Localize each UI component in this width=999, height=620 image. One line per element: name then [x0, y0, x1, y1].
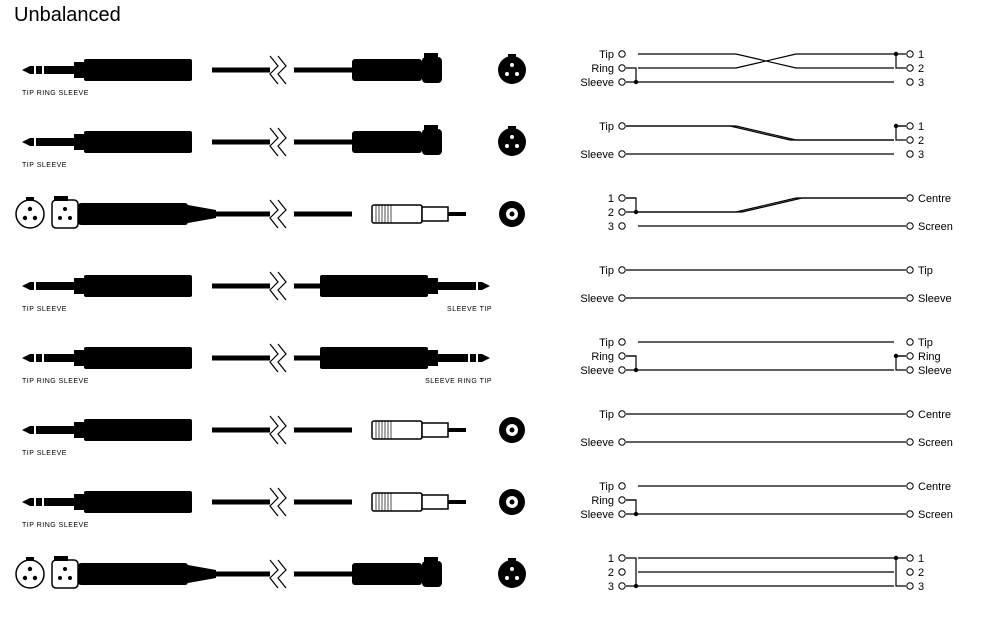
svg-text:Centre: Centre	[918, 193, 951, 205]
cable-illustration: TIP RING SLEEVE	[12, 44, 552, 116]
svg-text:3: 3	[918, 77, 924, 89]
svg-text:Sleeve: Sleeve	[580, 293, 614, 305]
svg-text:Tip: Tip	[599, 409, 614, 421]
svg-text:Ring: Ring	[591, 351, 614, 363]
page-title: Unbalanced	[14, 4, 121, 27]
svg-text:Sleeve: Sleeve	[580, 509, 614, 521]
cable-row: TIP SLEEVE Tip 1 2 Sleeve 3	[0, 116, 999, 188]
wiring-diagram: Tip Tip Ring Ring Sleeve Sleeve	[560, 332, 990, 404]
svg-text:Tip: Tip	[918, 337, 933, 349]
svg-text:Screen: Screen	[918, 509, 953, 521]
wiring-diagram: Tip 1 2 Sleeve 3	[560, 116, 990, 188]
svg-text:1: 1	[918, 49, 924, 61]
cable-illustration	[12, 548, 552, 620]
svg-text:Tip: Tip	[599, 337, 614, 349]
svg-text:Sleeve: Sleeve	[580, 149, 614, 161]
svg-text:Ring: Ring	[918, 351, 941, 363]
left-pin-labels: TIP SLEEVE	[22, 162, 67, 169]
svg-text:Tip: Tip	[599, 265, 614, 277]
svg-text:1: 1	[918, 121, 924, 133]
svg-text:Tip: Tip	[599, 481, 614, 493]
svg-text:3: 3	[918, 581, 924, 593]
svg-text:Tip: Tip	[599, 121, 614, 133]
cable-row: 1 1 2 2 3 3	[0, 548, 999, 620]
wiring-diagram: Tip 1 Ring 2 Sleeve 3	[560, 44, 990, 116]
cable-row: 1 Centre 2 3 Screen	[0, 188, 999, 260]
cable-illustration: TIP RING SLEEVE SLEEVE RING TIP	[12, 332, 552, 404]
svg-text:2: 2	[608, 567, 614, 579]
cable-illustration: TIP SLEEVE SLEEVE TIP	[12, 260, 552, 332]
wiring-diagram: Tip Tip Sleeve Sleeve	[560, 260, 990, 332]
left-pin-labels: TIP RING SLEEVE	[22, 378, 89, 385]
cable-row: TIP RING SLEEVE Tip Centre Ring Sleeve Screen	[0, 476, 999, 548]
cable-row: TIP SLEEVE Tip Centre Sleeve Screen	[0, 404, 999, 476]
cable-illustration: TIP SLEEVE	[12, 404, 552, 476]
cable-row: TIP RING SLEEVE SLEEVE RING TIP Tip Tip Ring…	[0, 332, 999, 404]
cable-row: TIP RING SLEEVE Tip 1 Ring 2 Sleeve 3	[0, 44, 999, 116]
svg-text:1: 1	[608, 193, 614, 205]
svg-text:Screen: Screen	[918, 437, 953, 449]
svg-text:Tip: Tip	[918, 265, 933, 277]
svg-text:Tip: Tip	[599, 49, 614, 61]
left-pin-labels: TIP RING SLEEVE	[22, 90, 89, 97]
svg-text:Centre: Centre	[918, 409, 951, 421]
left-pin-labels: TIP SLEEVE	[22, 450, 67, 457]
wiring-diagram: 1 Centre 2 3 Screen	[560, 188, 990, 260]
cable-illustration: TIP SLEEVE	[12, 116, 552, 188]
svg-text:Sleeve: Sleeve	[580, 77, 614, 89]
svg-text:3: 3	[608, 221, 614, 233]
svg-text:1: 1	[608, 553, 614, 565]
right-pin-labels: SLEEVE RING TIP	[425, 378, 492, 385]
svg-text:Sleeve: Sleeve	[918, 365, 952, 377]
svg-text:1: 1	[918, 553, 924, 565]
right-pin-labels: SLEEVE TIP	[447, 306, 492, 313]
wiring-diagram: 1 1 2 2 3 3	[560, 548, 990, 620]
left-pin-labels: TIP SLEEVE	[22, 306, 67, 313]
svg-text:3: 3	[608, 581, 614, 593]
wiring-diagram: Tip Centre Sleeve Screen	[560, 404, 990, 476]
cable-row: TIP SLEEVE SLEEVE TIP Tip Tip Sleeve Sleeve	[0, 260, 999, 332]
cable-illustration: TIP RING SLEEVE	[12, 476, 552, 548]
cable-illustration	[12, 188, 552, 260]
svg-text:Screen: Screen	[918, 221, 953, 233]
svg-text:Sleeve: Sleeve	[580, 437, 614, 449]
left-pin-labels: TIP RING SLEEVE	[22, 522, 89, 529]
svg-text:Ring: Ring	[591, 63, 614, 75]
svg-text:Ring: Ring	[591, 495, 614, 507]
svg-text:2: 2	[918, 63, 924, 75]
svg-text:Centre: Centre	[918, 481, 951, 493]
svg-text:2: 2	[918, 567, 924, 579]
svg-text:Sleeve: Sleeve	[918, 293, 952, 305]
svg-text:3: 3	[918, 149, 924, 161]
svg-text:2: 2	[918, 135, 924, 147]
svg-text:2: 2	[608, 207, 614, 219]
svg-text:Sleeve: Sleeve	[580, 365, 614, 377]
wiring-diagram: Tip Centre Ring Sleeve Screen	[560, 476, 990, 548]
